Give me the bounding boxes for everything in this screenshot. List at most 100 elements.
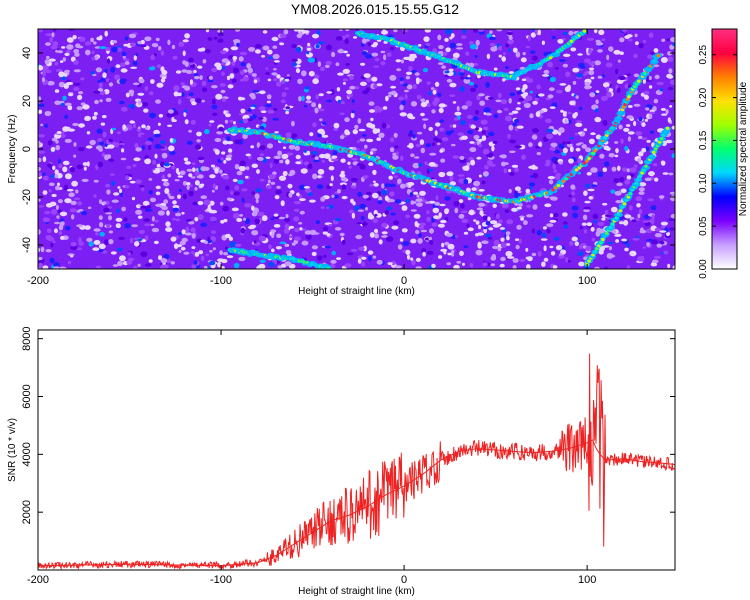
ridge-cell [625, 97, 630, 101]
heatmap-cell [78, 147, 85, 152]
heatmap-cell [407, 55, 414, 62]
heatmap-cell [372, 218, 379, 223]
ridge-cell [597, 244, 601, 248]
heatmap-cell [41, 77, 46, 83]
heatmap-cell [417, 238, 423, 244]
heatmap-cell [520, 57, 527, 63]
heatmap-cell [81, 178, 89, 182]
heatmap-cell [626, 242, 630, 248]
heatmap-cell [132, 164, 137, 168]
heatmap-cell [254, 49, 261, 54]
heatmap-cell [137, 215, 143, 219]
heatmap-cell [119, 255, 126, 262]
heatmap-cell [133, 265, 138, 269]
heatmap-cell [267, 49, 273, 55]
heatmap-cell [602, 120, 608, 126]
heatmap-cell [298, 221, 303, 225]
heatmap-cell [224, 246, 229, 250]
heatmap-cell [548, 179, 554, 185]
heatmap-cell [419, 190, 426, 196]
heatmap-cell [492, 245, 499, 250]
heatmap-cell [160, 78, 166, 83]
heatmap-cell [479, 100, 486, 106]
heatmap-cell [50, 242, 54, 248]
heatmap-cell [161, 178, 169, 182]
heatmap-cell [438, 103, 446, 108]
heatmap-cell [149, 197, 157, 203]
heatmap-cell [245, 153, 251, 157]
heatmap-cell [497, 109, 503, 114]
heatmap-cell [386, 206, 392, 211]
heatmap-cell [438, 45, 444, 50]
heatmap-cell [254, 193, 260, 200]
heatmap-cell [339, 112, 345, 115]
heatmap-cell [521, 154, 526, 160]
heatmap-cell [420, 229, 428, 233]
heatmap-cell [531, 128, 540, 133]
heatmap-cell [297, 78, 303, 85]
heatmap-cell [351, 182, 357, 186]
heatmap-cell [454, 111, 462, 116]
heatmap-cell [660, 225, 666, 229]
heatmap-cell [385, 236, 394, 242]
heatmap-cell [590, 167, 598, 173]
heatmap-cell [184, 161, 191, 165]
heatmap-cell [653, 98, 659, 104]
heatmap-cell [501, 203, 509, 209]
heatmap-cell [543, 257, 549, 262]
heatmap-cell [73, 82, 81, 86]
heatmap-cell [555, 245, 563, 251]
heatmap-cell [588, 48, 593, 55]
heatmap-cell [144, 263, 152, 267]
heatmap-cell [579, 226, 583, 230]
heatmap-cell [231, 78, 237, 84]
heatmap-cell [247, 67, 254, 74]
heatmap-cell [48, 58, 56, 62]
heatmap-cell [482, 262, 488, 267]
heatmap-cell [565, 257, 569, 263]
heatmap-cell [97, 161, 104, 168]
heatmap-cell [469, 44, 477, 50]
heatmap-cell [411, 187, 415, 192]
heatmap-cell [223, 160, 227, 164]
heatmap-cell [478, 202, 485, 207]
heatmap-cell [57, 199, 63, 204]
heatmap-cell [53, 262, 60, 268]
heatmap-cell [467, 130, 474, 135]
heatmap-cell [426, 210, 430, 215]
heatmap-cell [54, 228, 58, 234]
heatmap-cell [259, 125, 265, 130]
heatmap-cell [360, 62, 366, 66]
heatmap-cell [615, 148, 619, 154]
heatmap-cell [172, 205, 180, 209]
heatmap-cell [207, 37, 213, 41]
heatmap-cell [584, 85, 591, 90]
heatmap-cell [318, 108, 325, 112]
heatmap-cell [550, 251, 556, 256]
heatmap-cell [660, 107, 667, 111]
heatmap-cell [441, 65, 446, 69]
heatmap-cell [119, 100, 125, 105]
heatmap-cell [501, 161, 506, 167]
heatmap-cell [221, 71, 225, 76]
heatmap-cell [577, 53, 583, 56]
heatmap-cell [95, 164, 99, 170]
heatmap-cell [575, 143, 581, 146]
heatmap-cell [531, 252, 537, 257]
heatmap-cell [295, 154, 301, 160]
heatmap-cell [450, 250, 455, 254]
heatmap-cell [167, 124, 173, 128]
heatmap-cell [227, 84, 234, 89]
heatmap-cell [140, 205, 148, 209]
heatmap-cell [154, 153, 158, 159]
heatmap-cell [214, 149, 220, 155]
heatmap-cell [426, 102, 431, 108]
heatmap-cell [601, 38, 606, 41]
heatmap-cell [78, 237, 82, 243]
y-tick-label: -40 [21, 237, 33, 253]
heatmap-cell [389, 137, 395, 143]
heatmap-cell [61, 76, 66, 81]
heatmap-cell [255, 188, 262, 193]
heatmap-cell [331, 158, 339, 162]
heatmap-cell [315, 94, 320, 100]
